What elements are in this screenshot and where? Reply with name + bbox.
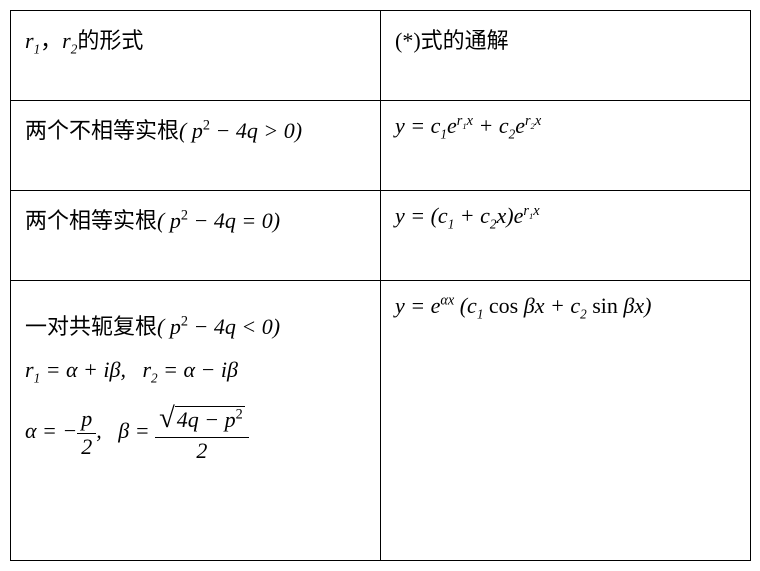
- alpha-fraction: p2: [77, 406, 96, 460]
- case1-text: 两个不相等实根: [25, 118, 179, 143]
- table-row: 两个相等实根( p2 − 4q = 0) y = (c1 + c2x)er1x: [11, 191, 751, 281]
- header-right-label: (*)式的通解: [395, 28, 509, 53]
- case3-right-cell: y = eαx (c1 cos βx + c2 sin βx): [381, 281, 751, 561]
- solutions-table: r1，r2的形式 (*)式的通解 两个不相等实根( p2 − 4q > 0) y…: [10, 10, 751, 561]
- header-left-suffix: 的形式: [77, 28, 143, 53]
- case2-formula: y = (c1 + c2x)er1x: [395, 203, 540, 228]
- case1-formula: y = c1er1x + c2er2x: [395, 113, 541, 138]
- table-row: 两个不相等实根( p2 − 4q > 0) y = c1er1x + c2er2…: [11, 101, 751, 191]
- case3-left-cell: 一对共轭复根( p2 − 4q < 0) r1 = α + iβ, r2 = α…: [11, 281, 381, 561]
- case2-left-cell: 两个相等实根( p2 − 4q = 0): [11, 191, 381, 281]
- case1-right-cell: y = c1er1x + c2er2x: [381, 101, 751, 191]
- sep-comma: ，: [40, 28, 62, 53]
- header-left-cell: r1，r2的形式: [11, 11, 381, 101]
- case1-cond: ( p2 − 4q > 0): [179, 118, 302, 143]
- case2-right-cell: y = (c1 + c2x)er1x: [381, 191, 751, 281]
- case3-roots: r1 = α + iβ, r2 = α − iβ: [25, 357, 238, 382]
- table-row: 一对共轭复根( p2 − 4q < 0) r1 = α + iβ, r2 = α…: [11, 281, 751, 561]
- case3-text: 一对共轭复根: [25, 314, 157, 339]
- case2-text: 两个相等实根: [25, 208, 157, 233]
- r1-symbol: r1: [25, 28, 40, 53]
- case3-cond: ( p2 − 4q < 0): [157, 314, 280, 339]
- case1-left-cell: 两个不相等实根( p2 − 4q > 0): [11, 101, 381, 191]
- case3-formula: y = eαx (c1 cos βx + c2 sin βx): [395, 293, 651, 318]
- header-right-cell: (*)式的通解: [381, 11, 751, 101]
- case3-alpha: α = −: [25, 418, 77, 443]
- beta-fraction: √4q − p22: [155, 402, 249, 464]
- table-row: r1，r2的形式 (*)式的通解: [11, 11, 751, 101]
- r2-symbol: r2: [62, 28, 77, 53]
- case2-cond: ( p2 − 4q = 0): [157, 208, 280, 233]
- case3-sep: , β =: [96, 418, 155, 443]
